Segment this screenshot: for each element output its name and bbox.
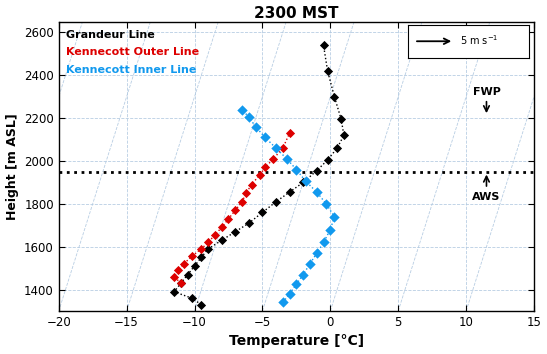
Point [217,238,226,243]
Point [245,220,253,226]
Point [278,299,287,305]
Point [231,207,240,213]
Text: Kennecott Outer Line: Kennecott Outer Line [66,47,199,57]
Point [170,289,178,295]
Point [237,199,246,205]
Point [258,210,267,215]
Point [245,114,253,120]
Point [278,145,287,151]
Point [170,274,178,280]
Point [312,189,321,195]
Point [272,145,281,151]
Point [330,94,339,99]
Title: 2300 MST: 2300 MST [254,6,339,21]
Point [261,165,270,170]
Text: AWS: AWS [472,192,501,202]
Point [242,190,251,196]
X-axis label: Temperature [°C]: Temperature [°C] [229,335,364,348]
Point [282,156,291,162]
Point [179,261,188,267]
Point [299,272,307,278]
Text: FWP: FWP [473,87,501,97]
Point [333,145,341,151]
Point [197,255,206,260]
Point [337,116,346,122]
Point [340,132,348,138]
Point [326,227,335,233]
Point [224,216,233,222]
Point [247,182,256,187]
Y-axis label: Height [m ASL]: Height [m ASL] [5,113,19,220]
Point [285,189,294,195]
Point [197,246,206,252]
Point [203,246,212,252]
Point [183,272,192,278]
Point [231,229,240,235]
Point [188,253,196,259]
Point [197,302,206,307]
Point [177,280,185,286]
Point [323,68,332,74]
Point [251,124,260,130]
Point [217,225,226,230]
Point [319,42,328,48]
Point [188,295,196,301]
Point [330,214,339,219]
Point [174,268,183,273]
Point [203,240,212,245]
Point [269,156,278,162]
Point [312,168,321,173]
Point [312,250,321,256]
Point [285,291,294,297]
Point [237,107,246,113]
Point [190,263,199,269]
Point [211,232,219,238]
Point [272,199,281,205]
Point [299,179,307,185]
Point [292,281,301,287]
Point [301,178,310,184]
Point [255,172,264,178]
Point [285,130,294,136]
Point [292,167,301,172]
Point [319,240,328,245]
Point [322,201,330,207]
Point [261,135,270,140]
Point [323,157,332,163]
Text: Kennecott Inner Line: Kennecott Inner Line [66,64,196,75]
Point [177,280,185,286]
Text: Grandeur Line: Grandeur Line [66,30,154,40]
Point [306,261,315,267]
